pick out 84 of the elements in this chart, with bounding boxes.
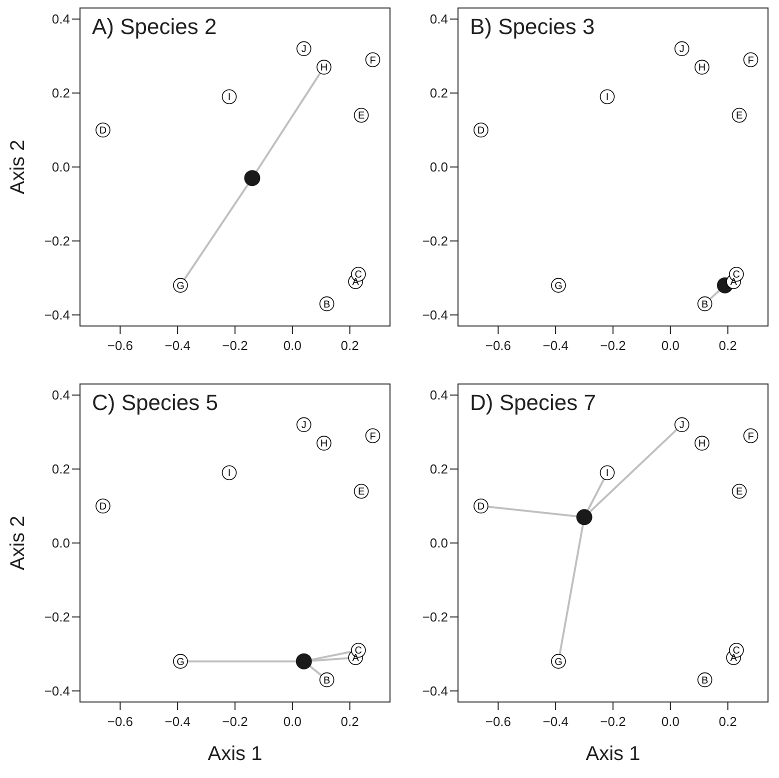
y-tick-label: 0.0	[52, 536, 70, 551]
data-label: B	[702, 299, 709, 310]
x-tick-label: −0.4	[542, 714, 568, 729]
chart-title: D) Species 7	[470, 390, 596, 415]
y-tick-label: 0.2	[52, 462, 70, 477]
y-tick-label: 0.4	[430, 12, 448, 27]
x-tick-label: 0.0	[661, 338, 680, 353]
x-tick-label: −0.2	[222, 338, 248, 353]
data-label: I	[606, 92, 609, 104]
y-axis-title: Axis 2	[7, 140, 29, 194]
x-axis-title: Axis 1	[586, 743, 640, 765]
x-tick-label: −0.4	[164, 714, 190, 729]
data-label: E	[358, 486, 365, 498]
data-label: F	[748, 431, 754, 442]
data-label: H	[320, 438, 328, 450]
data-label: I	[606, 468, 609, 480]
x-tick-label: 0.2	[718, 714, 737, 729]
x-tick-label: 0.0	[283, 338, 302, 353]
data-label: J	[679, 44, 684, 56]
data-label: D	[477, 502, 485, 513]
y-tick-label: −0.2	[422, 610, 448, 625]
data-label: E	[358, 110, 365, 122]
data-label: A	[730, 277, 738, 288]
x-tick-label: 0.2	[718, 338, 737, 353]
data-label: D	[99, 126, 107, 137]
chart-title: C) Species 5	[92, 390, 218, 415]
y-tick-label: 0.0	[52, 160, 70, 175]
x-tick-label: 0.2	[340, 714, 359, 729]
data-label: B	[702, 675, 709, 686]
y-tick-label: 0.0	[430, 536, 448, 551]
x-tick-label: −0.4	[164, 338, 190, 353]
data-label: B	[324, 675, 331, 686]
x-tick-label: −0.2	[600, 714, 626, 729]
y-tick-label: −0.4	[44, 307, 70, 322]
x-tick-label: −0.6	[107, 714, 134, 729]
y-tick-label: 0.2	[430, 462, 448, 477]
y-tick-label: 0.0	[430, 160, 448, 175]
x-axis-title: Axis 1	[208, 743, 262, 765]
data-label: B	[324, 299, 331, 310]
data-label: F	[748, 55, 754, 66]
x-tick-label: 0.2	[340, 338, 359, 353]
data-label: I	[228, 92, 231, 104]
data-label: G	[554, 656, 563, 668]
x-tick-label: −0.6	[485, 714, 512, 729]
x-tick-label: 0.0	[661, 714, 680, 729]
data-label: A	[352, 277, 360, 288]
y-tick-label: −0.2	[44, 610, 70, 625]
data-label: D	[477, 126, 485, 137]
y-tick-label: −0.2	[422, 234, 448, 249]
y-tick-label: −0.4	[44, 683, 70, 698]
data-label: I	[228, 468, 231, 480]
y-tick-label: −0.2	[44, 234, 70, 249]
data-label: F	[370, 431, 376, 442]
data-label: H	[698, 62, 706, 74]
chart-title: A) Species 2	[92, 14, 217, 39]
y-tick-label: 0.4	[430, 388, 448, 403]
data-label: E	[736, 110, 743, 122]
data-label: J	[679, 420, 684, 432]
x-tick-label: 0.0	[283, 714, 302, 729]
data-label: G	[176, 280, 185, 292]
y-tick-label: −0.4	[422, 683, 448, 698]
x-tick-label: −0.4	[542, 338, 568, 353]
data-label: F	[370, 55, 376, 66]
y-tick-label: 0.2	[430, 86, 448, 101]
y-tick-label: 0.4	[52, 12, 70, 27]
x-tick-label: −0.2	[600, 338, 626, 353]
data-label: J	[301, 420, 306, 432]
x-tick-label: −0.6	[485, 338, 512, 353]
data-label: A	[730, 653, 738, 664]
chart-title: B) Species 3	[470, 14, 595, 39]
x-tick-label: −0.6	[107, 338, 134, 353]
data-label: D	[99, 502, 107, 513]
data-label: H	[698, 438, 706, 450]
data-label: J	[301, 44, 306, 56]
data-label: E	[736, 486, 743, 498]
y-tick-label: −0.4	[422, 307, 448, 322]
data-label: A	[352, 653, 360, 664]
data-label: G	[176, 656, 185, 668]
data-label: G	[554, 280, 563, 292]
y-tick-label: 0.4	[52, 388, 70, 403]
y-axis-title: Axis 2	[7, 516, 29, 570]
data-label: H	[320, 62, 328, 74]
x-tick-label: −0.2	[222, 714, 248, 729]
y-tick-label: 0.2	[52, 86, 70, 101]
